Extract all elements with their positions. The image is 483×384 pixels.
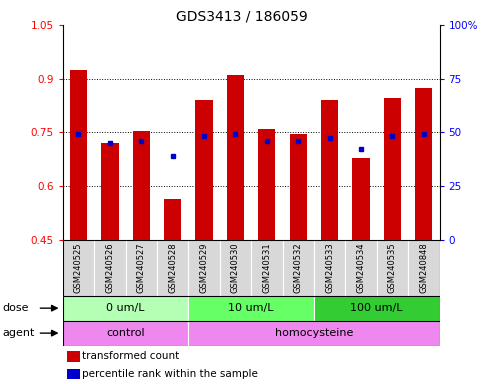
Bar [321, 100, 338, 240]
Bar [157, 240, 188, 296]
Text: 100 um/L: 100 um/L [351, 303, 403, 313]
Text: GSM240530: GSM240530 [231, 243, 240, 293]
Bar [63, 296, 188, 321]
Text: homocysteine: homocysteine [275, 328, 353, 338]
Text: GSM240848: GSM240848 [419, 242, 428, 293]
Bar [314, 296, 440, 321]
Bar [220, 240, 251, 296]
Text: GSM240528: GSM240528 [168, 243, 177, 293]
Bar [188, 321, 440, 346]
Bar [353, 157, 369, 240]
Bar [196, 100, 213, 240]
Text: GSM240535: GSM240535 [388, 243, 397, 293]
Bar [63, 240, 94, 296]
Text: GSM240533: GSM240533 [325, 242, 334, 293]
Bar [164, 199, 181, 240]
Text: control: control [106, 328, 145, 338]
Bar [101, 143, 118, 240]
Bar [227, 75, 244, 240]
Bar [251, 240, 283, 296]
Bar [384, 98, 401, 240]
Bar [67, 351, 80, 362]
Text: GSM240532: GSM240532 [294, 243, 303, 293]
Bar [283, 240, 314, 296]
Bar [188, 240, 220, 296]
Bar [63, 321, 188, 346]
Bar [377, 240, 408, 296]
Bar [408, 240, 440, 296]
Text: GSM240527: GSM240527 [137, 243, 146, 293]
Text: GSM240529: GSM240529 [199, 243, 209, 293]
Text: 0 um/L: 0 um/L [106, 303, 145, 313]
Text: 10 um/L: 10 um/L [228, 303, 274, 313]
Bar [133, 131, 150, 240]
Text: GSM240534: GSM240534 [356, 243, 366, 293]
Bar [188, 296, 314, 321]
Bar [70, 70, 87, 240]
Text: agent: agent [2, 328, 35, 338]
Bar [67, 369, 80, 379]
Bar [345, 240, 377, 296]
Bar [290, 134, 307, 240]
Text: GSM240525: GSM240525 [74, 243, 83, 293]
Bar [314, 240, 345, 296]
Text: percentile rank within the sample: percentile rank within the sample [83, 369, 258, 379]
Text: GSM240526: GSM240526 [105, 243, 114, 293]
Text: dose: dose [2, 303, 29, 313]
Bar [94, 240, 126, 296]
Text: GDS3413 / 186059: GDS3413 / 186059 [176, 10, 307, 23]
Bar [415, 88, 432, 240]
Bar [126, 240, 157, 296]
Text: GSM240531: GSM240531 [262, 243, 271, 293]
Text: transformed count: transformed count [83, 351, 180, 361]
Bar [258, 129, 275, 240]
